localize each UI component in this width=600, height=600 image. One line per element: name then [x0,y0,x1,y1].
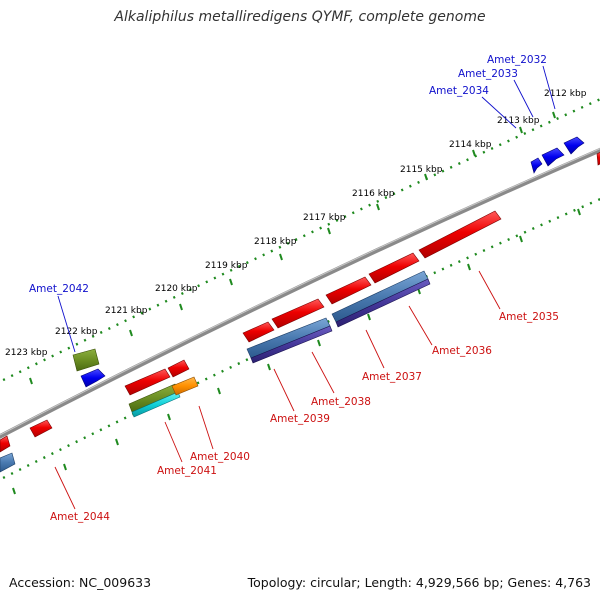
gene-amet-2042[interactable] [72,348,100,372]
gene-amet-2037[interactable] [335,278,431,328]
gene-label-amet-2040[interactable]: Amet_2040 [190,451,250,463]
tick [424,173,428,181]
kbp-label: 2122 kbp [55,327,98,337]
leader-line [311,351,335,394]
genome-backbone [0,147,600,439]
tick [552,111,556,119]
leader-line [478,270,501,310]
tick [115,438,119,446]
accession-text: Accession: NC_009633 [9,575,152,590]
gene-label-group: Amet_2032 Amet_2033 Amet_2034 Amet_2042 … [29,54,559,523]
gene-amet-2037-forward[interactable] [325,276,372,305]
leader-line [408,305,433,346]
gene-label-amet-2034[interactable]: Amet_2034 [429,85,489,97]
gene-amet-2044[interactable] [0,452,16,473]
gene-label-amet-2037[interactable]: Amet_2037 [362,371,422,383]
leader-line [542,65,556,110]
tick [472,149,476,157]
gene-label-amet-2038[interactable]: Amet_2038 [311,396,371,408]
tick [63,463,67,471]
kbp-label: 2120 kbp [155,284,198,294]
reverse-gene-group [0,270,431,473]
gene-amet-2038[interactable] [246,317,331,359]
tick [29,377,33,385]
tick [167,413,171,421]
kbp-label: 2113 kbp [497,116,540,126]
tick [267,363,271,371]
tick [519,235,523,243]
inner-major-ticks [12,208,581,495]
kbp-label: 2121 kbp [105,306,148,316]
gene-amet-2041b[interactable] [131,391,181,418]
gene-label-amet-2044[interactable]: Amet_2044 [50,511,110,523]
tick [327,227,331,235]
gene-amet-2041-forward[interactable] [124,368,171,396]
tick [367,313,371,321]
tick [217,387,221,395]
gene-label-amet-2042[interactable]: Amet_2042 [29,283,89,295]
kbp-label: 2118 kbp [254,237,297,247]
gene-amet-2044-forward[interactable] [29,419,53,438]
kbp-label: 2115 kbp [400,165,443,175]
genome-summary-text: Topology: circular; Length: 4,929,566 bp… [247,575,591,590]
tick [519,126,523,134]
leader-line [54,466,76,510]
leader-line [273,368,295,412]
tick [577,208,581,216]
genome-backbone-highlight [0,148,600,436]
tick [317,339,321,347]
leader-lines [54,65,556,510]
kbp-label: 2114 kbp [449,140,492,150]
gene-label-amet-2032[interactable]: Amet_2032 [487,54,547,66]
kbp-label: 2116 kbp [352,189,395,199]
leader-line [164,421,183,463]
gene-left-edge[interactable] [0,435,11,453]
gene-amet-2040[interactable] [171,376,199,396]
kbp-label: 2123 kbp [5,348,48,358]
kbp-label-group: 2112 kbp 2113 kbp 2114 kbp 2115 kbp 2116… [5,89,587,358]
leader-line [198,405,214,450]
gene-label-amet-2039[interactable]: Amet_2039 [270,413,330,425]
tick [467,263,471,271]
gene-amet-2038-forward[interactable] [271,298,325,329]
gene-amet-2034[interactable] [530,157,543,174]
gene-amet-2039-forward[interactable] [242,321,275,343]
gene-right-edge[interactable] [596,151,600,166]
leader-line [513,79,534,118]
gene-label-amet-2033[interactable]: Amet_2033 [458,68,518,80]
leader-line [481,96,517,129]
tick [129,329,133,337]
gene-amet-2035[interactable] [418,210,502,259]
gene-label-amet-2041[interactable]: Amet_2041 [157,465,217,477]
gene-amet-2032[interactable] [563,136,585,155]
gene-label-amet-2036[interactable]: Amet_2036 [432,345,492,357]
kbp-label: 2119 kbp [205,261,248,271]
kbp-label: 2112 kbp [544,89,587,99]
tick [376,203,380,211]
gene-amet-2036-forward[interactable] [368,252,420,284]
tick [12,487,16,495]
tick [229,278,233,286]
gene-amet-2039[interactable] [250,325,333,364]
gene-amet-2040-forward[interactable] [167,359,190,378]
gene-amet-2043[interactable] [80,368,106,388]
forward-gene-group [0,136,600,453]
gene-amet-2033[interactable] [541,147,565,167]
tick [279,253,283,261]
gene-label-amet-2035[interactable]: Amet_2035 [499,311,559,323]
tick [179,303,183,311]
leader-line [365,329,385,369]
map-title: Alkaliphilus metalliredigens QYMF, compl… [114,9,486,25]
kbp-label: 2117 kbp [303,213,346,223]
leader-line [57,295,76,353]
